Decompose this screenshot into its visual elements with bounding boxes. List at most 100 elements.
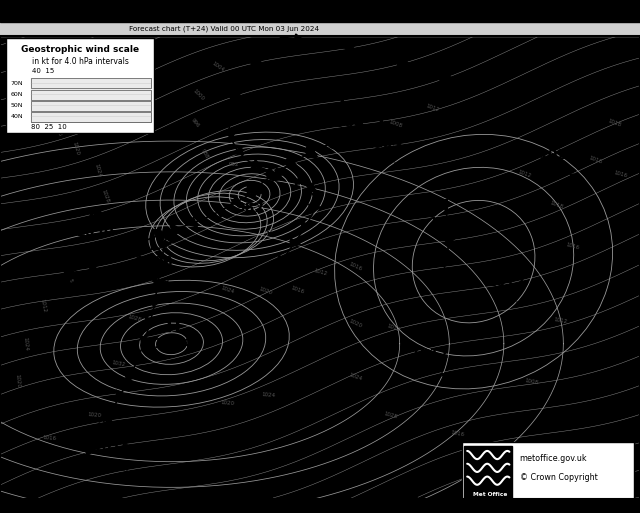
- Text: 982: 982: [235, 201, 264, 215]
- Text: Met Office: Met Office: [473, 492, 508, 497]
- Wedge shape: [375, 133, 385, 146]
- Bar: [31, 112, 151, 122]
- Wedge shape: [128, 421, 136, 432]
- Bar: [0, 500, 640, 513]
- Text: L: L: [339, 97, 350, 116]
- Text: 40  15: 40 15: [32, 68, 54, 74]
- Text: 1012: 1012: [40, 298, 47, 312]
- Text: 1018: 1018: [549, 201, 564, 210]
- Text: 1012: 1012: [424, 103, 440, 112]
- Text: 1012: 1012: [35, 117, 42, 131]
- Wedge shape: [327, 136, 338, 149]
- Polygon shape: [278, 255, 289, 264]
- Text: 1008: 1008: [524, 379, 538, 386]
- Text: 1000: 1000: [192, 88, 205, 102]
- Polygon shape: [149, 299, 161, 306]
- Text: 1024: 1024: [348, 372, 363, 382]
- Text: 1030: 1030: [76, 225, 114, 239]
- Wedge shape: [104, 420, 111, 431]
- Polygon shape: [440, 258, 452, 265]
- Text: 1015: 1015: [93, 440, 131, 455]
- Text: 40N: 40N: [10, 114, 23, 119]
- Text: 1024: 1024: [220, 285, 235, 294]
- Wedge shape: [436, 111, 444, 123]
- Wedge shape: [40, 278, 51, 290]
- Text: © Crown Copyright: © Crown Copyright: [520, 472, 597, 482]
- Polygon shape: [372, 49, 382, 60]
- Polygon shape: [441, 71, 452, 81]
- Text: 988: 988: [200, 148, 209, 160]
- Bar: [464, 446, 512, 499]
- Text: 1016: 1016: [565, 242, 580, 250]
- Text: 1012: 1012: [411, 347, 449, 361]
- Text: 70N: 70N: [10, 81, 23, 86]
- Text: 1032: 1032: [111, 361, 125, 368]
- Text: metoffice.gov.uk: metoffice.gov.uk: [520, 454, 588, 463]
- Text: H: H: [165, 318, 180, 337]
- Wedge shape: [154, 230, 164, 243]
- Text: 1004: 1004: [325, 116, 364, 130]
- Polygon shape: [346, 44, 356, 54]
- Wedge shape: [170, 225, 179, 235]
- Text: H: H: [550, 129, 566, 148]
- Polygon shape: [320, 38, 330, 49]
- Text: 1013: 1013: [429, 216, 467, 230]
- Polygon shape: [422, 63, 433, 73]
- Text: 1012: 1012: [312, 268, 328, 276]
- Text: L: L: [244, 182, 255, 201]
- Text: 1012: 1012: [517, 170, 532, 179]
- Polygon shape: [145, 317, 157, 325]
- Wedge shape: [17, 287, 29, 300]
- Wedge shape: [286, 156, 298, 169]
- Wedge shape: [392, 71, 404, 82]
- Polygon shape: [444, 238, 454, 245]
- Polygon shape: [239, 72, 249, 81]
- Text: 1018: 1018: [607, 119, 622, 128]
- Text: 1028: 1028: [383, 411, 398, 420]
- Wedge shape: [249, 183, 263, 194]
- Bar: [0, 0, 640, 22]
- Text: 1012: 1012: [553, 317, 567, 324]
- Text: L: L: [424, 328, 436, 347]
- Polygon shape: [156, 260, 168, 268]
- Text: 1024: 1024: [93, 163, 102, 177]
- Polygon shape: [152, 279, 164, 287]
- Polygon shape: [301, 221, 312, 230]
- Text: 80  25  10: 80 25 10: [31, 124, 67, 130]
- Text: 1028: 1028: [101, 189, 110, 203]
- Bar: [0, 22, 640, 36]
- Wedge shape: [438, 70, 449, 82]
- Wedge shape: [386, 127, 397, 139]
- Text: 1005: 1005: [364, 136, 402, 151]
- Text: L: L: [106, 422, 118, 440]
- Polygon shape: [305, 183, 316, 191]
- Text: 1016: 1016: [65, 269, 73, 283]
- Polygon shape: [224, 130, 236, 139]
- Text: in kt for 4.0 hPa intervals: in kt for 4.0 hPa intervals: [31, 56, 129, 66]
- Polygon shape: [228, 91, 240, 100]
- Polygon shape: [116, 390, 127, 399]
- Text: 1006: 1006: [134, 254, 173, 269]
- Text: 1016: 1016: [290, 285, 305, 294]
- Text: 1020: 1020: [71, 142, 80, 156]
- Bar: [462, 442, 634, 504]
- Polygon shape: [125, 372, 136, 381]
- Bar: [31, 78, 151, 89]
- Wedge shape: [85, 258, 97, 271]
- Text: L: L: [377, 118, 388, 136]
- Wedge shape: [351, 131, 360, 145]
- Polygon shape: [133, 354, 145, 363]
- Polygon shape: [251, 55, 262, 64]
- Text: 992: 992: [228, 162, 239, 167]
- Wedge shape: [266, 168, 279, 181]
- Wedge shape: [108, 248, 118, 261]
- Text: 1016: 1016: [588, 155, 603, 165]
- Text: 1034: 1034: [154, 337, 192, 351]
- Polygon shape: [290, 238, 301, 247]
- Wedge shape: [410, 116, 420, 129]
- Text: 1020: 1020: [258, 287, 273, 296]
- Polygon shape: [90, 430, 100, 438]
- Polygon shape: [442, 216, 453, 224]
- Text: 996: 996: [190, 117, 200, 129]
- Polygon shape: [106, 407, 116, 416]
